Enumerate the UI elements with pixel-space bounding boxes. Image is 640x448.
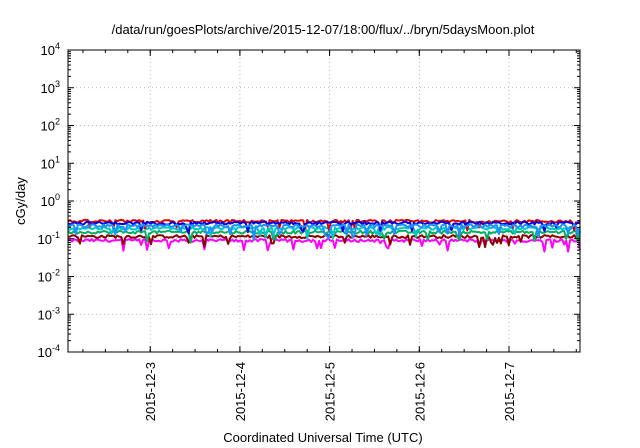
- x-axis-label: Coordinated Universal Time (UTC): [223, 430, 422, 445]
- y-tick-label: 100: [41, 192, 60, 209]
- y-tick-label: 101: [41, 154, 60, 171]
- x-tick-label: 2015-12-4: [233, 362, 248, 421]
- y-tick-label: 10-1: [38, 230, 60, 247]
- x-tick-label: 2015-12-6: [412, 362, 427, 421]
- chart-title: /data/run/goesPlots/archive/2015-12-07/1…: [112, 22, 535, 37]
- x-tick-label: 2015-12-5: [323, 362, 338, 421]
- series-line-2: [67, 234, 581, 249]
- y-tick-label: 102: [41, 117, 60, 134]
- y-tick-label: 10-4: [38, 343, 60, 360]
- y-tick-label: 10-3: [38, 305, 60, 322]
- x-tick-label: 2015-12-7: [502, 362, 517, 421]
- y-tick-label: 103: [41, 79, 60, 96]
- series-group: [67, 218, 581, 253]
- y-axis-label: cGy/day: [13, 177, 28, 225]
- y-tick-label: 104: [41, 41, 60, 58]
- grid: [68, 50, 580, 352]
- x-axis: 2015-12-3 2015-12-4 2015-12-5 2015-12-6 2015…: [82, 50, 577, 421]
- series-line-6: [67, 220, 581, 235]
- x-tick-label: 2015-12-3: [143, 362, 158, 421]
- series-line-7: [67, 223, 581, 241]
- y-tick-label: 10-2: [38, 268, 60, 285]
